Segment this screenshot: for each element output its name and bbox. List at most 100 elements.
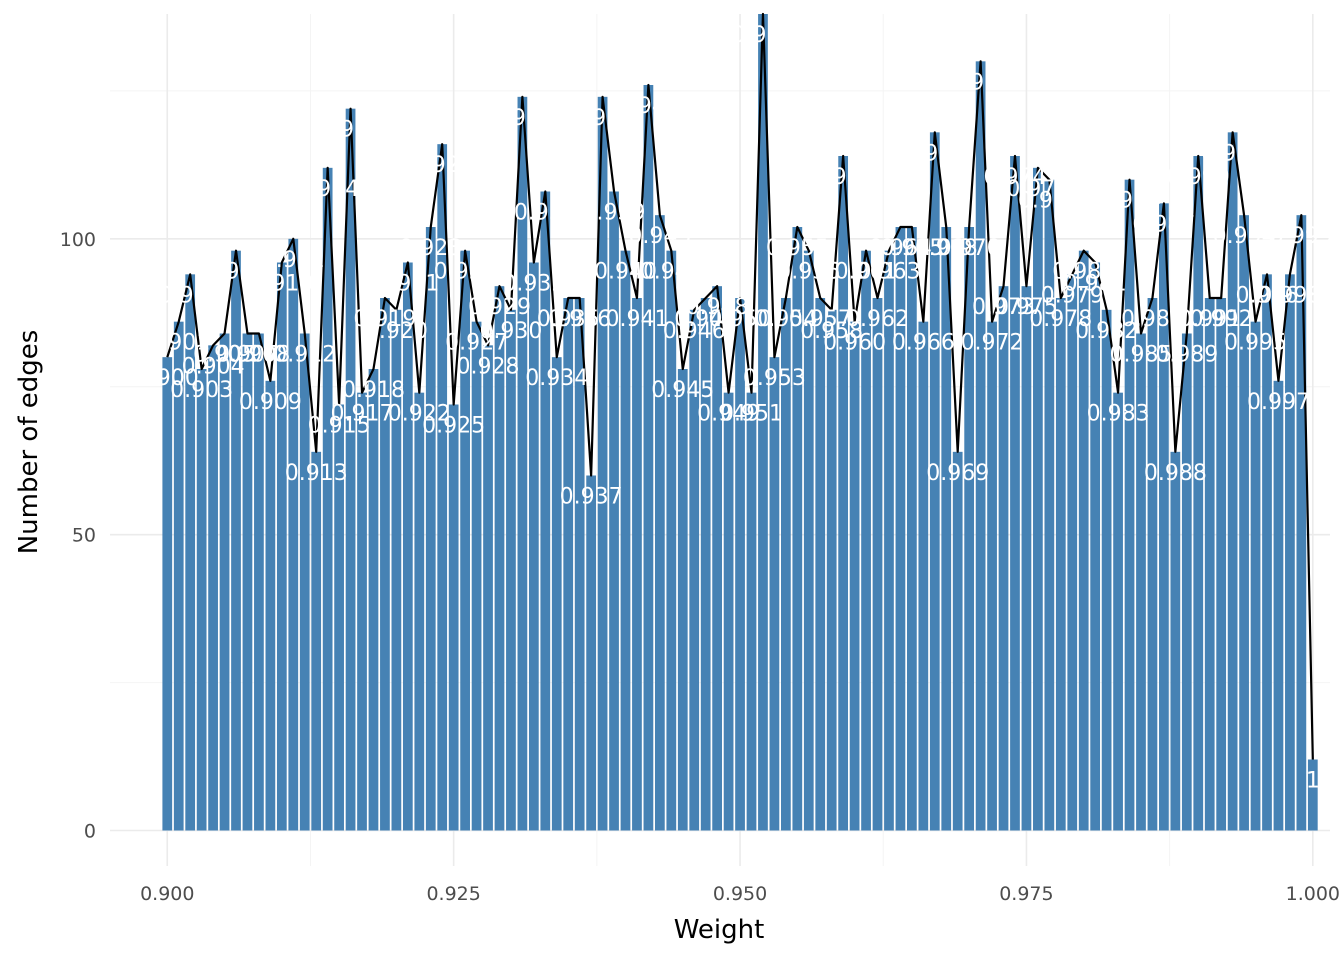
x-axis-ticks: 0.900 0.925 0.950 0.975 1.000 — [140, 883, 1340, 905]
y-tick-label: 100 — [60, 229, 96, 251]
bar — [620, 250, 631, 831]
bar-label: 0.919 — [353, 307, 416, 332]
bar — [586, 475, 596, 831]
bar — [1250, 321, 1261, 831]
bar-label: 0.978 — [1029, 307, 1092, 332]
bar — [643, 85, 654, 831]
bar-label: 0.987 — [1132, 212, 1195, 237]
bar-label: 0.961 — [835, 260, 898, 285]
bar — [334, 404, 344, 831]
bar — [689, 309, 700, 831]
bar-label: 0.988 — [1144, 461, 1207, 486]
bar — [1147, 298, 1158, 831]
bar — [1055, 298, 1066, 831]
bar — [654, 215, 665, 831]
trend-line-path — [166, 12, 1314, 760]
bar-label: 0.956 — [777, 260, 840, 285]
bar-label: 0.948 — [686, 295, 749, 320]
bar — [941, 227, 952, 831]
bar — [483, 345, 493, 831]
bar — [219, 333, 230, 831]
bar-label: 0.942 — [617, 94, 680, 119]
bar-label: 0.927 — [445, 331, 508, 356]
bar — [1181, 333, 1192, 831]
bar-label: 0.980 — [1052, 260, 1115, 285]
bar — [563, 298, 574, 831]
bar-label: 0.969 — [926, 461, 989, 486]
bar-label: 0.984 — [1098, 189, 1161, 214]
y-axis-ticks: 0 50 100 — [60, 229, 96, 843]
bar-label: 0.926 — [434, 260, 497, 285]
bar — [276, 262, 287, 831]
bar-label: 0.953 — [743, 366, 806, 391]
bar-label: 0.976 — [1006, 177, 1069, 202]
bar-label: 0.936 — [548, 307, 611, 332]
bar — [1101, 309, 1112, 831]
bar-label: 0.992 — [1190, 307, 1253, 332]
bar — [1113, 392, 1123, 831]
bar — [826, 309, 837, 831]
bar — [987, 321, 997, 831]
bar — [952, 451, 963, 831]
bar — [460, 250, 470, 831]
bar-label: 0.951 — [720, 402, 783, 427]
bar — [357, 392, 367, 831]
y-tick-label: 0 — [84, 821, 96, 843]
bar-label: 0.946 — [663, 319, 726, 344]
bar-label: 0.993 — [1201, 141, 1264, 166]
bar-label: 0.974 — [983, 165, 1046, 190]
bar-label: 0.972 — [961, 331, 1024, 356]
bar — [299, 333, 310, 831]
bar — [735, 298, 745, 831]
bar-label: 0.979 — [1041, 283, 1104, 308]
bar — [380, 298, 390, 831]
bar — [929, 132, 940, 831]
bar-label: 0.977 — [1018, 189, 1081, 214]
bar-label: 0.943 — [628, 224, 691, 249]
bar-label: 0.966 — [892, 331, 955, 356]
trend-line — [166, 12, 1314, 760]
bar — [414, 392, 425, 831]
bar — [666, 250, 677, 831]
bar — [1021, 286, 1032, 831]
bar-label: 0.968 — [915, 236, 978, 261]
bar — [803, 250, 814, 831]
bar-label: 0.931 — [491, 106, 554, 131]
bar-label: 0.934 — [525, 366, 588, 391]
bar-label: 0.985 — [1109, 343, 1172, 368]
bar-label: 0.954 — [754, 307, 817, 332]
bar — [1078, 250, 1089, 831]
bar — [1136, 333, 1146, 831]
bar-label: 0.965 — [880, 236, 943, 261]
x-tick-label: 0.900 — [140, 883, 194, 905]
x-tick-label: 1.000 — [1286, 883, 1340, 905]
bar-label: 0.937 — [560, 485, 623, 510]
bar — [918, 321, 929, 831]
bar-label: 0.971 — [949, 70, 1012, 95]
bar-label: 0.983 — [1087, 402, 1150, 427]
bar-label: 0.964 — [869, 236, 932, 261]
bar — [242, 333, 253, 831]
bar-label: 0.949 — [697, 402, 760, 427]
bar — [322, 167, 333, 831]
bar-label: 0.939 — [583, 201, 646, 226]
bar-label: 0.902 — [159, 283, 222, 308]
bar — [162, 357, 173, 831]
bar — [173, 321, 184, 831]
bar — [769, 357, 780, 831]
bar — [723, 392, 734, 831]
bar-label: 0.909 — [239, 390, 302, 415]
bar-label: 0.907 — [216, 343, 279, 368]
bar — [471, 321, 482, 831]
bar — [265, 380, 276, 831]
bar-label: 0.910 — [250, 272, 313, 297]
bar-label: 0.920 — [365, 319, 428, 344]
bar — [1033, 167, 1043, 831]
bar-label: 0.981 — [1064, 272, 1127, 297]
bar — [368, 369, 379, 831]
bar — [1090, 262, 1101, 831]
bar — [1307, 759, 1318, 831]
bar-label: 0.998 — [1258, 283, 1321, 308]
bar-label: 0.986 — [1121, 307, 1184, 332]
